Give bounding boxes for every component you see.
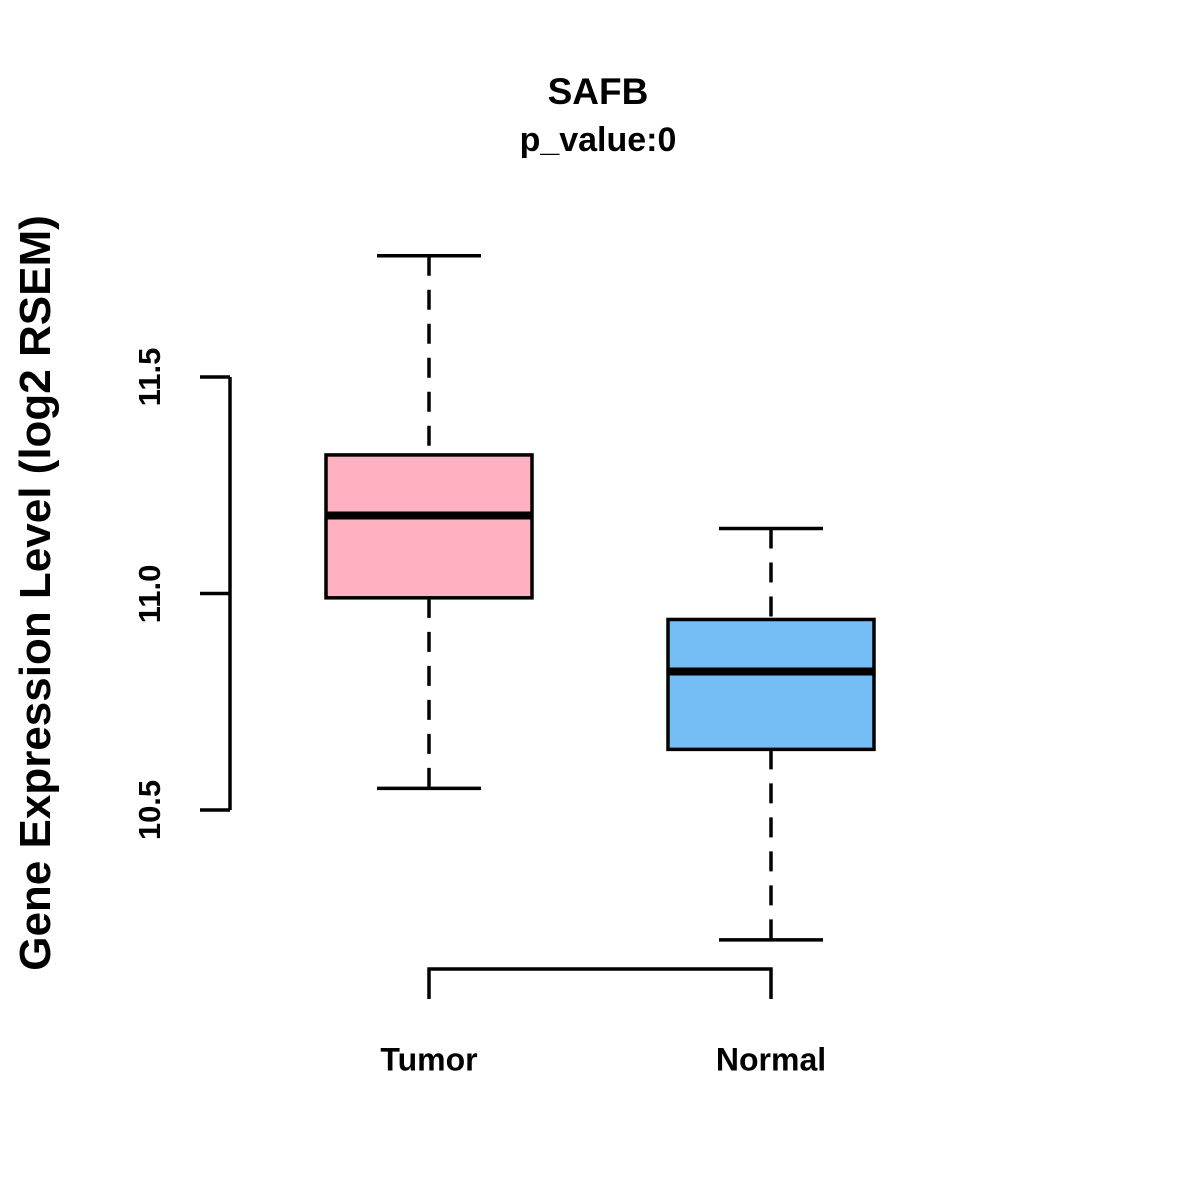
normal-iqr-box	[666, 617, 876, 752]
chart-subtitle: p_value:0	[519, 121, 677, 159]
chart-title: SAFB	[547, 71, 649, 112]
x-category-label-tumor: Tumor	[380, 1041, 478, 1078]
x-axis-bracket	[427, 967, 773, 999]
x-category-label-normal: Normal	[715, 1041, 827, 1078]
y-tick-label-11.0: 11.0	[132, 564, 167, 623]
y-tick-label-10.5: 10.5	[132, 779, 167, 841]
y-tick-label-11.5: 11.5	[132, 347, 167, 407]
tumor-iqr-box	[324, 453, 534, 600]
